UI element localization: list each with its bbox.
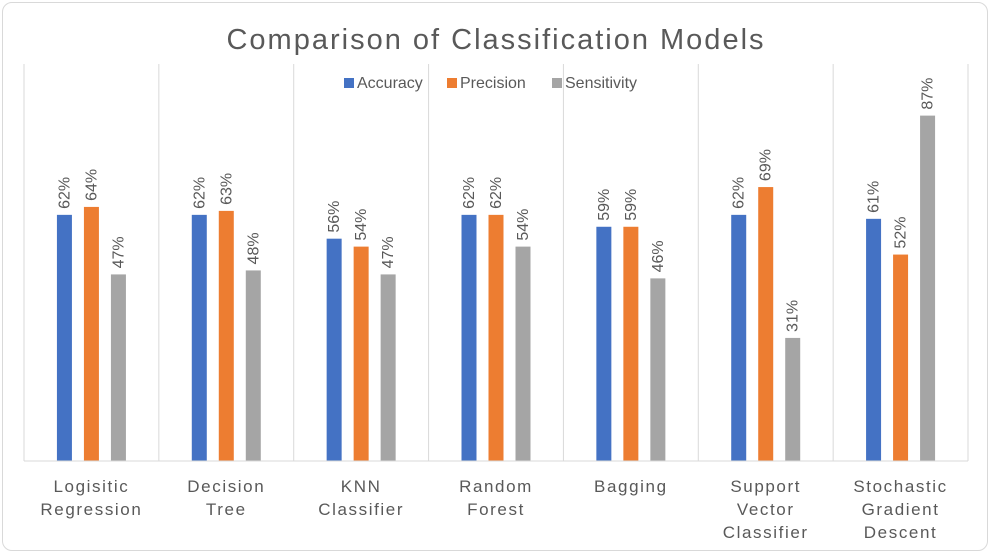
bar-sensitivity xyxy=(650,278,666,461)
data-label: 63% xyxy=(218,173,235,205)
data-label: 47% xyxy=(110,236,127,268)
category-label: Stochastic Gradient Descent xyxy=(853,477,947,542)
bar-precision xyxy=(353,246,369,461)
category-label: Decision Tree xyxy=(187,477,265,519)
bar-precision xyxy=(488,214,504,461)
data-label: 64% xyxy=(83,169,100,201)
data-label: 31% xyxy=(785,300,802,332)
category-separators xyxy=(23,64,969,461)
bar-precision xyxy=(893,254,909,461)
data-label: 56% xyxy=(326,201,343,233)
data-label: 52% xyxy=(893,217,910,249)
bars xyxy=(56,115,936,462)
bar-sensitivity xyxy=(515,246,531,461)
data-label: 48% xyxy=(245,232,262,264)
bar-accuracy xyxy=(191,214,207,461)
category-labels: Logisitic Regression Decision Tree KNN Classi… xyxy=(40,477,947,542)
bar-accuracy xyxy=(731,214,747,461)
data-label: 62% xyxy=(731,177,748,209)
data-label: 62% xyxy=(191,177,208,209)
bar-accuracy xyxy=(461,214,477,461)
data-label: 59% xyxy=(623,189,640,221)
chart-title: Comparison of Classification Models xyxy=(226,24,765,56)
category-label: Bagging xyxy=(594,477,668,496)
bar-precision xyxy=(623,226,639,461)
data-label: 69% xyxy=(758,149,775,181)
category-label: Support Vector Classifier xyxy=(723,477,809,542)
bar-sensitivity xyxy=(245,270,261,461)
bar-accuracy xyxy=(326,238,342,461)
bar-accuracy xyxy=(596,226,612,461)
legend: Accuracy Precision Sensitivity xyxy=(344,75,637,92)
data-label: 62% xyxy=(461,177,478,209)
legend-swatch-accuracy xyxy=(344,78,354,88)
data-label: 54% xyxy=(353,209,370,241)
category-label: KNN Classifier xyxy=(318,477,404,519)
legend-label-precision: Precision xyxy=(460,75,526,92)
data-label: 46% xyxy=(650,240,667,272)
category-label: Logisitic Regression xyxy=(40,477,142,519)
bar-sensitivity xyxy=(785,337,801,461)
data-label: 59% xyxy=(596,189,613,221)
data-label: 87% xyxy=(920,78,937,110)
legend-swatch-precision xyxy=(447,78,457,88)
data-label: 61% xyxy=(866,181,883,213)
bar-sensitivity xyxy=(110,274,126,461)
bar-accuracy xyxy=(56,214,72,461)
legend-label-accuracy: Accuracy xyxy=(357,75,423,92)
bar-precision xyxy=(83,206,99,461)
legend-swatch-sensitivity xyxy=(552,78,562,88)
data-label: 54% xyxy=(515,209,532,241)
data-label: 62% xyxy=(56,177,73,209)
bar-precision xyxy=(758,187,774,461)
data-label: 47% xyxy=(380,236,397,268)
bar-accuracy xyxy=(866,218,882,461)
data-label: 62% xyxy=(488,177,505,209)
bar-sensitivity xyxy=(920,115,936,462)
bar-sensitivity xyxy=(380,274,396,461)
data-labels: 62% 62% 56% 62% 59% 62% 61% 64% 63% 54% 62% 59% 69% 5… xyxy=(56,78,936,332)
bar-precision xyxy=(218,210,234,461)
category-label: Random Forest xyxy=(459,477,533,519)
legend-label-sensitivity: Sensitivity xyxy=(565,75,637,92)
